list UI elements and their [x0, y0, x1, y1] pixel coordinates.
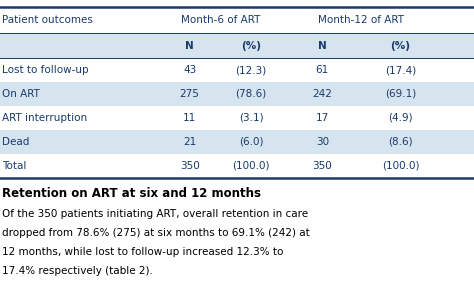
- Text: Retention on ART at six and 12 months: Retention on ART at six and 12 months: [2, 187, 261, 200]
- Text: Lost to follow-up: Lost to follow-up: [2, 65, 89, 75]
- Text: 17.4% respectively (table 2).: 17.4% respectively (table 2).: [2, 266, 153, 276]
- Text: (%): (%): [241, 41, 261, 51]
- Bar: [0, 58, 474, 82]
- Text: N: N: [318, 41, 327, 51]
- Bar: [0, 106, 474, 130]
- Text: 43: 43: [183, 65, 196, 75]
- Text: dropped from 78.6% (275) at six months to 69.1% (242) at: dropped from 78.6% (275) at six months t…: [2, 228, 310, 238]
- Text: 61: 61: [316, 65, 329, 75]
- Bar: [0, 82, 474, 106]
- Bar: [0, 7, 474, 33]
- Text: Month-6 of ART: Month-6 of ART: [181, 15, 260, 25]
- Text: 242: 242: [312, 89, 332, 99]
- Text: Of the 350 patients initiating ART, overall retention in care: Of the 350 patients initiating ART, over…: [2, 209, 309, 219]
- Text: 12 months, while lost to follow-up increased 12.3% to: 12 months, while lost to follow-up incre…: [2, 247, 284, 257]
- Text: (69.1): (69.1): [385, 89, 416, 99]
- Text: Total: Total: [2, 161, 27, 171]
- Text: ART interruption: ART interruption: [2, 113, 88, 123]
- Bar: [0, 154, 474, 178]
- Text: (78.6): (78.6): [236, 89, 267, 99]
- Text: Month-12 of ART: Month-12 of ART: [319, 15, 404, 25]
- Bar: [0, 130, 474, 154]
- Text: Dead: Dead: [2, 137, 30, 147]
- Text: (4.9): (4.9): [388, 113, 413, 123]
- Text: (8.6): (8.6): [388, 137, 413, 147]
- Bar: [0, 33, 474, 58]
- Text: 350: 350: [312, 161, 332, 171]
- Text: 17: 17: [316, 113, 329, 123]
- Text: 350: 350: [180, 161, 200, 171]
- Text: (12.3): (12.3): [236, 65, 267, 75]
- Text: 275: 275: [180, 89, 200, 99]
- Text: (3.1): (3.1): [239, 113, 264, 123]
- Text: 11: 11: [183, 113, 196, 123]
- Text: 30: 30: [316, 137, 329, 147]
- Text: On ART: On ART: [2, 89, 40, 99]
- Text: 21: 21: [183, 137, 196, 147]
- Text: (17.4): (17.4): [385, 65, 416, 75]
- Text: (100.0): (100.0): [382, 161, 419, 171]
- Text: N: N: [185, 41, 194, 51]
- Text: (6.0): (6.0): [239, 137, 264, 147]
- Text: (%): (%): [391, 41, 410, 51]
- Text: (100.0): (100.0): [232, 161, 270, 171]
- Text: Patient outcomes: Patient outcomes: [2, 15, 93, 25]
